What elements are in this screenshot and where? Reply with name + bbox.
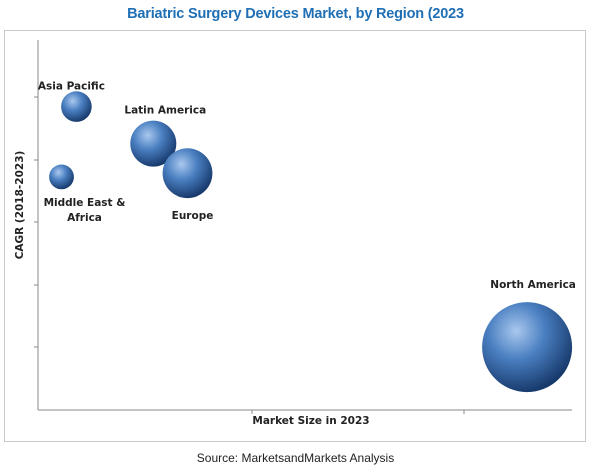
bubble-labels: Asia Pacific Latin America Middle East & Af… [38, 81, 576, 292]
bubble-europe [162, 148, 213, 199]
bubble-north-america [482, 302, 573, 393]
bubble-latin-america [130, 120, 177, 167]
bubble-label: Middle East & [44, 197, 126, 209]
bubble-middle-east-africa [49, 164, 74, 190]
chart-title: Bariatric Surgery Devices Market, by Reg… [127, 6, 464, 22]
bubbles [49, 91, 573, 393]
bubble-label: Latin America [124, 105, 206, 117]
chart-frame [4, 30, 586, 442]
bubble-label: North America [490, 279, 576, 291]
bubble-label: Asia Pacific [38, 81, 105, 93]
x-axis-label: Market Size in 2023 [252, 415, 369, 427]
source-note: Source: MarketsandMarkets Analysis [196, 451, 395, 465]
bubble-label: Europe [172, 210, 214, 222]
axes [34, 40, 572, 414]
bubble-label: Africa [67, 212, 102, 224]
bubble-asia-pacific [61, 91, 92, 122]
y-axis-label: CAGR (2018-2023) [14, 151, 26, 260]
